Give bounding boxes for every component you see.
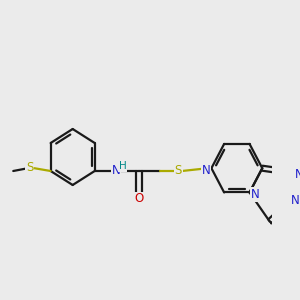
Text: N: N [250,188,260,201]
Text: N: N [295,168,300,182]
Text: O: O [135,193,144,206]
Text: N: N [202,164,210,177]
Text: H: H [118,161,126,171]
Text: N: N [112,164,121,176]
Text: S: S [26,161,33,174]
Text: S: S [175,164,182,178]
Text: N: N [291,194,300,207]
